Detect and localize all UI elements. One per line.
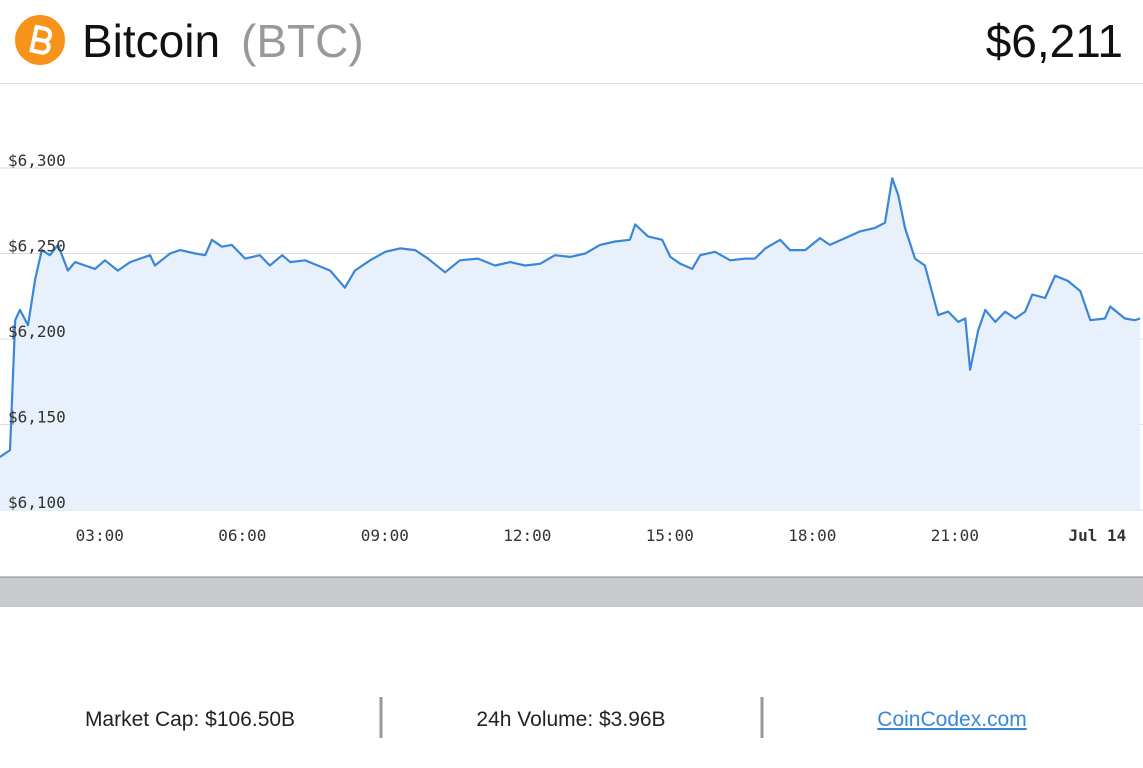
coin-name: Bitcoin [82, 15, 220, 67]
y-tick-label: $6,200 [8, 322, 66, 341]
x-tick-label: 09:00 [361, 526, 409, 545]
x-tick-label: 21:00 [931, 526, 979, 545]
x-tick-label: Jul 14 [1068, 526, 1126, 545]
area [0, 178, 1141, 511]
x-tick-label: 18:00 [788, 526, 836, 545]
source-link[interactable]: CoinCodex.com [877, 708, 1026, 731]
x-tick-label: 06:00 [218, 526, 266, 545]
x-tick-label: 15:00 [646, 526, 694, 545]
y-tick-label: $6,300 [8, 151, 66, 170]
navigator [0, 576, 1143, 607]
market-cap: Market Cap: $106.50B [85, 708, 295, 731]
x-tick-label: 12:00 [503, 526, 551, 545]
volume: 24h Volume: $3.96B [476, 708, 665, 731]
x-tick-label: 03:00 [76, 526, 124, 545]
price-line [0, 177, 1141, 458]
coin-symbol: (BTC) [241, 15, 364, 67]
bitcoin-icon [15, 15, 65, 65]
price: $6,211 [986, 15, 1123, 67]
plot: 03:00 06:00 09:00 12:00 15:00 18:00 21:00 Jul 1… [0, 151, 1143, 545]
y-tick-label: $6,100 [8, 493, 66, 512]
y-tick-label: $6,150 [8, 408, 66, 427]
y-tick-label: $6,250 [8, 237, 66, 256]
